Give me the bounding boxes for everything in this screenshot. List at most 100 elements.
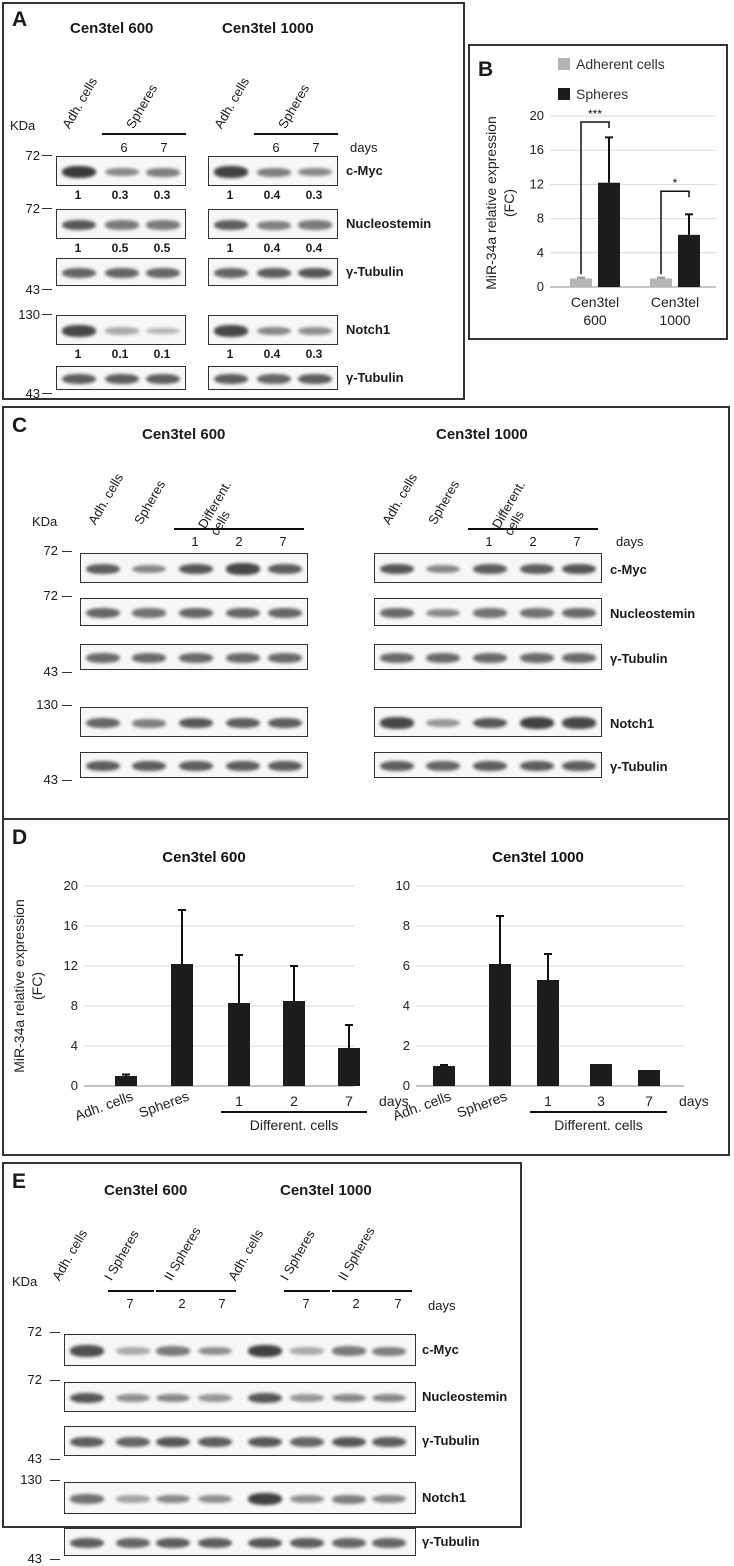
protein-band xyxy=(226,717,260,729)
protein-band xyxy=(520,563,554,575)
protein-band xyxy=(179,563,213,575)
protein-band xyxy=(146,220,180,230)
kda-label: KDa xyxy=(32,514,58,529)
day-number: 7 xyxy=(302,1296,310,1311)
protein-label: c-Myc xyxy=(346,163,383,178)
lane-label: Adh. cells xyxy=(379,470,421,527)
legend-label: Adherent cells xyxy=(576,56,665,72)
western-blot-strip xyxy=(64,1528,416,1556)
y-tick-label: 20 xyxy=(530,108,544,123)
quantification-value: 0.1 xyxy=(153,347,171,361)
protein-band xyxy=(226,760,260,772)
legend-swatch xyxy=(558,58,570,70)
molecular-weight-marker: 43 xyxy=(43,664,58,679)
protein-band xyxy=(290,1436,324,1448)
protein-label: γ-Tubulin xyxy=(422,1433,480,1448)
quantification-value: 1 xyxy=(226,241,234,255)
y-tick-label: 8 xyxy=(71,998,78,1013)
quantification-value: 1 xyxy=(74,241,82,255)
protein-band xyxy=(562,563,596,575)
western-blot-strip xyxy=(64,1482,416,1514)
protein-label: Nucleostemin xyxy=(610,606,696,621)
mw-tick xyxy=(50,1559,60,1560)
quantification-value: 0.4 xyxy=(263,241,281,255)
protein-band xyxy=(62,219,96,231)
protein-band xyxy=(380,653,414,663)
quantification-value: 1 xyxy=(226,347,234,361)
timepoint-bracket xyxy=(108,1290,154,1292)
quantification-value: 0.4 xyxy=(305,241,323,255)
protein-band xyxy=(226,607,260,619)
protein-band xyxy=(268,760,302,772)
protein-label: Notch1 xyxy=(346,322,391,337)
panel-e: E Cen3tel 600 Cen3tel 1000 KDa Adh. cells I … xyxy=(2,1162,522,1566)
chart-b: 0 4 8 12 16 20 MiR-34a relative expression (FC)… xyxy=(483,56,716,328)
group-title: Cen3tel 1000 xyxy=(436,426,528,443)
protein-band xyxy=(473,760,507,772)
protein-band xyxy=(473,563,507,575)
protein-band xyxy=(298,267,332,279)
bar xyxy=(115,1076,137,1086)
bar xyxy=(678,234,700,287)
molecular-weight-marker: 72 xyxy=(27,1372,42,1387)
group-label: Different. cells xyxy=(554,1117,642,1133)
bar xyxy=(650,278,672,287)
quantification-value: 0.5 xyxy=(153,241,171,255)
western-blot-strip xyxy=(374,644,602,670)
protein-band xyxy=(257,326,291,336)
protein-band xyxy=(290,1393,324,1403)
timepoint-bracket xyxy=(284,1290,330,1292)
day-number: 2 xyxy=(178,1296,186,1311)
x-tick-label: 7 xyxy=(645,1093,653,1109)
protein-band xyxy=(146,167,180,177)
day-number: 7 xyxy=(160,140,168,155)
panel-a: A KDa Cen3tel 600 Adh. cells Spheres 6 7 72 1 0.… xyxy=(2,2,465,401)
y-tick-label: 0 xyxy=(71,1078,78,1093)
protein-band xyxy=(132,760,166,772)
molecular-weight-marker: 43 xyxy=(25,282,40,297)
y-tick-label: 12 xyxy=(64,958,78,973)
protein-band xyxy=(198,1494,232,1504)
western-blot-strip xyxy=(374,707,602,737)
protein-band xyxy=(372,1436,406,1448)
lane-label: Spheres xyxy=(123,81,161,131)
protein-band xyxy=(198,1393,232,1403)
western-blot-strip xyxy=(208,315,338,345)
protein-band xyxy=(298,220,332,230)
timepoint-bracket xyxy=(254,133,338,135)
quantification-value: 0.5 xyxy=(111,241,129,255)
protein-band xyxy=(179,653,213,663)
protein-band xyxy=(372,1393,406,1403)
protein-band xyxy=(562,653,596,663)
protein-band xyxy=(214,219,248,231)
bar xyxy=(433,1066,455,1086)
western-blot-strip xyxy=(374,752,602,778)
molecular-weight-marker: 43 xyxy=(25,386,40,401)
protein-label: Notch1 xyxy=(610,716,655,731)
western-blot-strip xyxy=(64,1334,416,1366)
days-label: days xyxy=(379,1093,409,1109)
panel-letter-b: B xyxy=(478,58,494,81)
days-label: days xyxy=(350,140,378,155)
protein-band xyxy=(380,717,414,729)
group-title: Cen3tel 1000 xyxy=(222,20,314,37)
western-blot-strip xyxy=(56,156,186,186)
protein-band xyxy=(380,760,414,772)
group-label: Different. cells xyxy=(250,1117,338,1133)
protein-band xyxy=(257,220,291,230)
protein-band xyxy=(248,1392,282,1404)
significance-bracket xyxy=(660,190,690,275)
day-number: 7 xyxy=(126,1296,134,1311)
x-tick-label: Cen3tel xyxy=(571,294,619,310)
protein-band xyxy=(214,267,248,279)
protein-band xyxy=(268,607,302,619)
panel-b: B 0 4 8 12 16 20 MiR-34a relative expression (F… xyxy=(468,44,728,340)
protein-band xyxy=(62,373,96,385)
protein-band xyxy=(116,1436,150,1448)
protein-band xyxy=(520,653,554,663)
days-label: days xyxy=(616,534,644,549)
quantification-value: 0.3 xyxy=(305,347,323,361)
lane-label: Spheres xyxy=(425,477,463,527)
y-tick-label: 4 xyxy=(71,1038,78,1053)
